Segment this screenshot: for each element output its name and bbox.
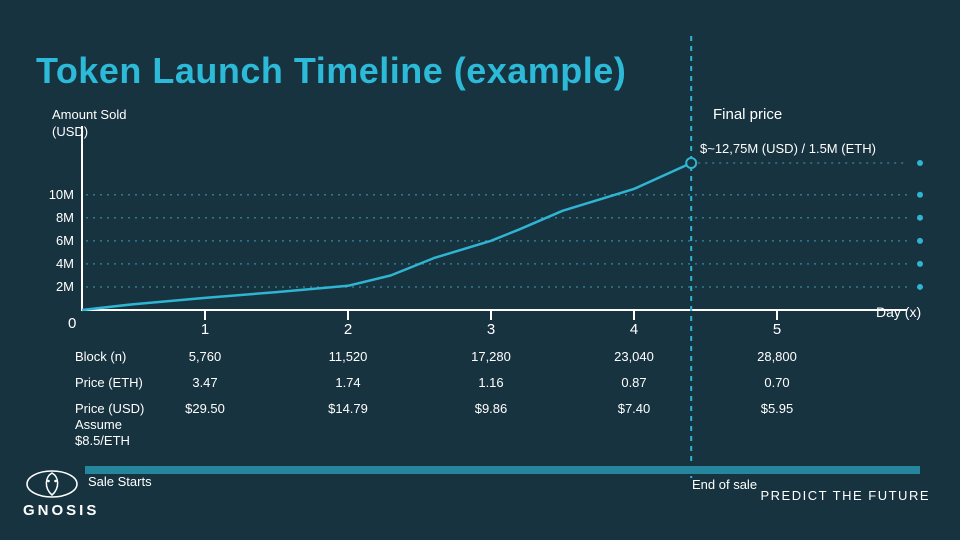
page-title: Token Launch Timeline (example): [36, 50, 627, 92]
table-row-label-block: Block (n): [75, 349, 127, 364]
gnosis-logo-icon: [25, 469, 79, 504]
tagline: PREDICT THE FUTURE: [760, 488, 930, 503]
gridline-end-dot: [917, 191, 923, 198]
y-axis-label-line1: Amount Sold: [52, 107, 127, 122]
table-cell-block-5: 28,800: [757, 349, 797, 364]
table-cell-usd-5: $5.95: [760, 401, 794, 416]
table-cell-eth-4: 0.87: [621, 375, 647, 390]
table-cell-usd-3: $9.86: [474, 401, 508, 416]
gridline-end-dot: [917, 237, 923, 244]
table-row-label-price-eth: Price (ETH): [75, 375, 143, 390]
y-tick-label-6m: 6M: [55, 233, 74, 248]
table-cell-block-1: 5,760: [188, 349, 222, 364]
end-of-sale-label: End of sale: [692, 477, 758, 492]
price-usd-label-line3: $8.5/ETH: [75, 433, 130, 448]
sale-duration-bar: [85, 466, 920, 474]
final-price-value: $~12,75M (USD) / 1.5M (ETH): [700, 141, 876, 156]
x-tick-label-5: 5: [772, 321, 782, 338]
table-row-label-price-usd: Price (USD) Assume $8.5/ETH: [75, 401, 185, 449]
gridline-end-dot: [917, 260, 923, 267]
final-price-label: Final price: [713, 106, 783, 123]
gridline-end-dot: [917, 214, 923, 221]
x-axis-label: Day (x): [876, 304, 922, 320]
table-cell-usd-2: $14.79: [328, 401, 368, 416]
y-tick-label-10m: 10M: [48, 187, 74, 202]
price-usd-label-line1: Price (USD): [75, 401, 145, 416]
table-cell-usd-1: $29.50: [185, 401, 225, 416]
y-tick-label-2m: 2M: [55, 279, 74, 294]
origin-label: 0: [68, 315, 77, 332]
series-line: [81, 161, 692, 312]
table-cell-eth-2: 1.74: [335, 375, 361, 390]
x-tick-label-4: 4: [629, 321, 639, 338]
table-cell-eth-5: 0.70: [764, 375, 790, 390]
table-cell-usd-4: $7.40: [617, 401, 651, 416]
table-cell-eth-1: 3.47: [192, 375, 218, 390]
x-tick-label-2: 2: [343, 321, 353, 338]
y-axis-label-line2: (USD): [52, 124, 89, 139]
y-axis-label: Amount Sold (USD): [52, 106, 162, 140]
x-tick-label-1: 1: [200, 321, 210, 338]
price-usd-label-line2: Assume: [75, 417, 122, 432]
x-tick-label-3: 3: [486, 321, 496, 338]
gridline-end-dot: [917, 283, 923, 290]
table-cell-eth-3: 1.16: [478, 375, 504, 390]
final-price-end-dot: [917, 159, 923, 166]
brand-wordmark: GNOSIS: [23, 502, 100, 519]
table-cell-block-4: 23,040: [614, 349, 654, 364]
final-marker: [685, 156, 698, 169]
sale-starts-label: Sale Starts: [88, 474, 152, 489]
table-cell-block-3: 17,280: [471, 349, 511, 364]
y-tick-label-8m: 8M: [55, 210, 74, 225]
y-tick-label-4m: 4M: [55, 256, 74, 271]
table-cell-block-2: 11,520: [328, 349, 368, 364]
